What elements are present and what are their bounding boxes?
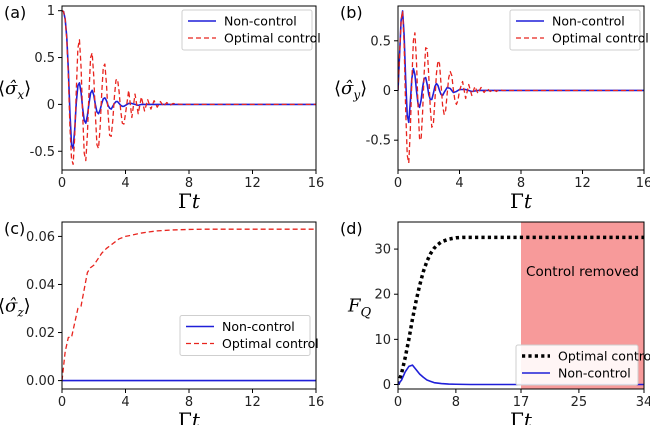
- legend-label: Non-control: [224, 14, 297, 29]
- x-tick-label: 4: [121, 176, 129, 191]
- x-tick-label: 12: [244, 176, 261, 191]
- x-tick-label: 8: [185, 176, 193, 191]
- panel-b: 0 4 8 12 16 -0.5 0 0.5 Γt (b) Non-control Optimal c…: [340, 3, 650, 213]
- x-tick-label: 16: [636, 176, 650, 191]
- x-axis-label: Γt: [510, 408, 533, 425]
- y-tick-label: 20: [374, 288, 391, 303]
- y-tick-label: 0.5: [34, 51, 55, 66]
- x-tick-label: 16: [308, 176, 325, 191]
- legend-label: Optimal control: [552, 31, 649, 46]
- y-tick-label: -0.5: [30, 145, 55, 160]
- y-axis-label-d: FQ: [347, 296, 372, 321]
- y-axis-label-a: ⟨σ̂x⟩: [0, 78, 31, 102]
- legend-box: [181, 9, 313, 51]
- x-tick-label: 4: [121, 395, 129, 410]
- y-tick-label: 0.5: [370, 34, 391, 49]
- y-tick-label: 0.06: [26, 230, 55, 245]
- x-tick-label: 0: [394, 176, 402, 191]
- panel-a: 0 4 8 12 16 -0.5 0 0.5 1 Γt (a) Non-control Optimal …: [4, 3, 324, 213]
- series-line-optimal-control: [62, 228, 316, 381]
- plot-frame: [61, 221, 317, 390]
- legend-box: [515, 344, 639, 386]
- y-tick-label: 1: [47, 4, 55, 19]
- y-axis-label-text: FQ: [347, 296, 372, 321]
- y-tick-label: 0: [383, 84, 391, 99]
- panel-label: (a): [4, 3, 26, 22]
- x-tick-label: 0: [58, 395, 66, 410]
- legend: Non-control Optimal control: [179, 315, 319, 356]
- y-tick-label: 0.04: [26, 278, 55, 293]
- y-tick-label: -0.5: [366, 134, 391, 149]
- legend-label: Non-control: [552, 14, 625, 29]
- x-tick-label: 17: [513, 395, 530, 410]
- legend-label: Non-control: [558, 366, 631, 381]
- x-tick-label: 8: [452, 395, 460, 410]
- x-tick-label: 16: [308, 395, 325, 410]
- y-axis-label-text: ⟨σ̂z⟩: [0, 296, 31, 320]
- panel-c: 0 4 8 12 16 0.00 0.02 0.04 0.06 Γt (c) Non-control O…: [4, 219, 324, 425]
- legend-box: [179, 315, 311, 356]
- x-tick-label: 34: [636, 395, 650, 410]
- x-tick-label: 12: [244, 395, 261, 410]
- y-tick-label: 30: [374, 243, 391, 258]
- panel-d: Control removed 0 8 17 25 34 0 10 20 30 Γt (d) Optim…: [340, 219, 650, 425]
- series-line-non-control: [398, 364, 644, 386]
- legend-box: [509, 9, 641, 51]
- panel-label: (d): [340, 219, 363, 238]
- x-axis-label: Γt: [510, 189, 533, 213]
- series-line-optimal-control: [398, 235, 644, 386]
- legend: Optimal control Non-control: [515, 344, 650, 386]
- x-tick-label: 8: [517, 176, 525, 191]
- x-tick-label: 4: [455, 176, 463, 191]
- x-tick-label: 12: [574, 176, 591, 191]
- y-axis-label-text: ⟨σ̂x⟩: [0, 78, 31, 102]
- y-tick-label: 0.02: [26, 326, 55, 341]
- legend: Non-control Optimal control: [509, 9, 649, 51]
- y-tick-label: 0: [47, 98, 55, 113]
- legend-label: Optimal control: [558, 349, 650, 364]
- legend-label: Optimal control: [222, 336, 319, 351]
- x-axis-label: Γt: [178, 189, 201, 213]
- x-axis-label: Γt: [178, 408, 201, 425]
- y-axis-label-c: ⟨σ̂z⟩: [0, 296, 31, 320]
- x-tick-label: 0: [394, 395, 402, 410]
- x-tick-label: 0: [58, 176, 66, 191]
- x-tick-label: 8: [185, 395, 193, 410]
- panel-label: (c): [4, 219, 25, 238]
- series-line-optimal-control: [398, 10, 644, 164]
- y-tick-label: 10: [374, 333, 391, 348]
- y-tick-label: 0: [383, 378, 391, 393]
- panel-label: (b): [340, 3, 363, 22]
- y-axis-label-text: ⟨σ̂y⟩: [334, 78, 367, 102]
- legend-label: Non-control: [222, 319, 295, 334]
- y-axis-label-b: ⟨σ̂y⟩: [334, 78, 367, 102]
- legend-label: Optimal control: [224, 31, 321, 46]
- control-removed-label: Control removed: [526, 264, 639, 280]
- series-line-optimal-control: [62, 10, 316, 166]
- x-tick-label: 25: [571, 395, 588, 410]
- legend: Non-control Optimal control: [181, 9, 321, 51]
- y-tick-label: 0.00: [26, 374, 55, 389]
